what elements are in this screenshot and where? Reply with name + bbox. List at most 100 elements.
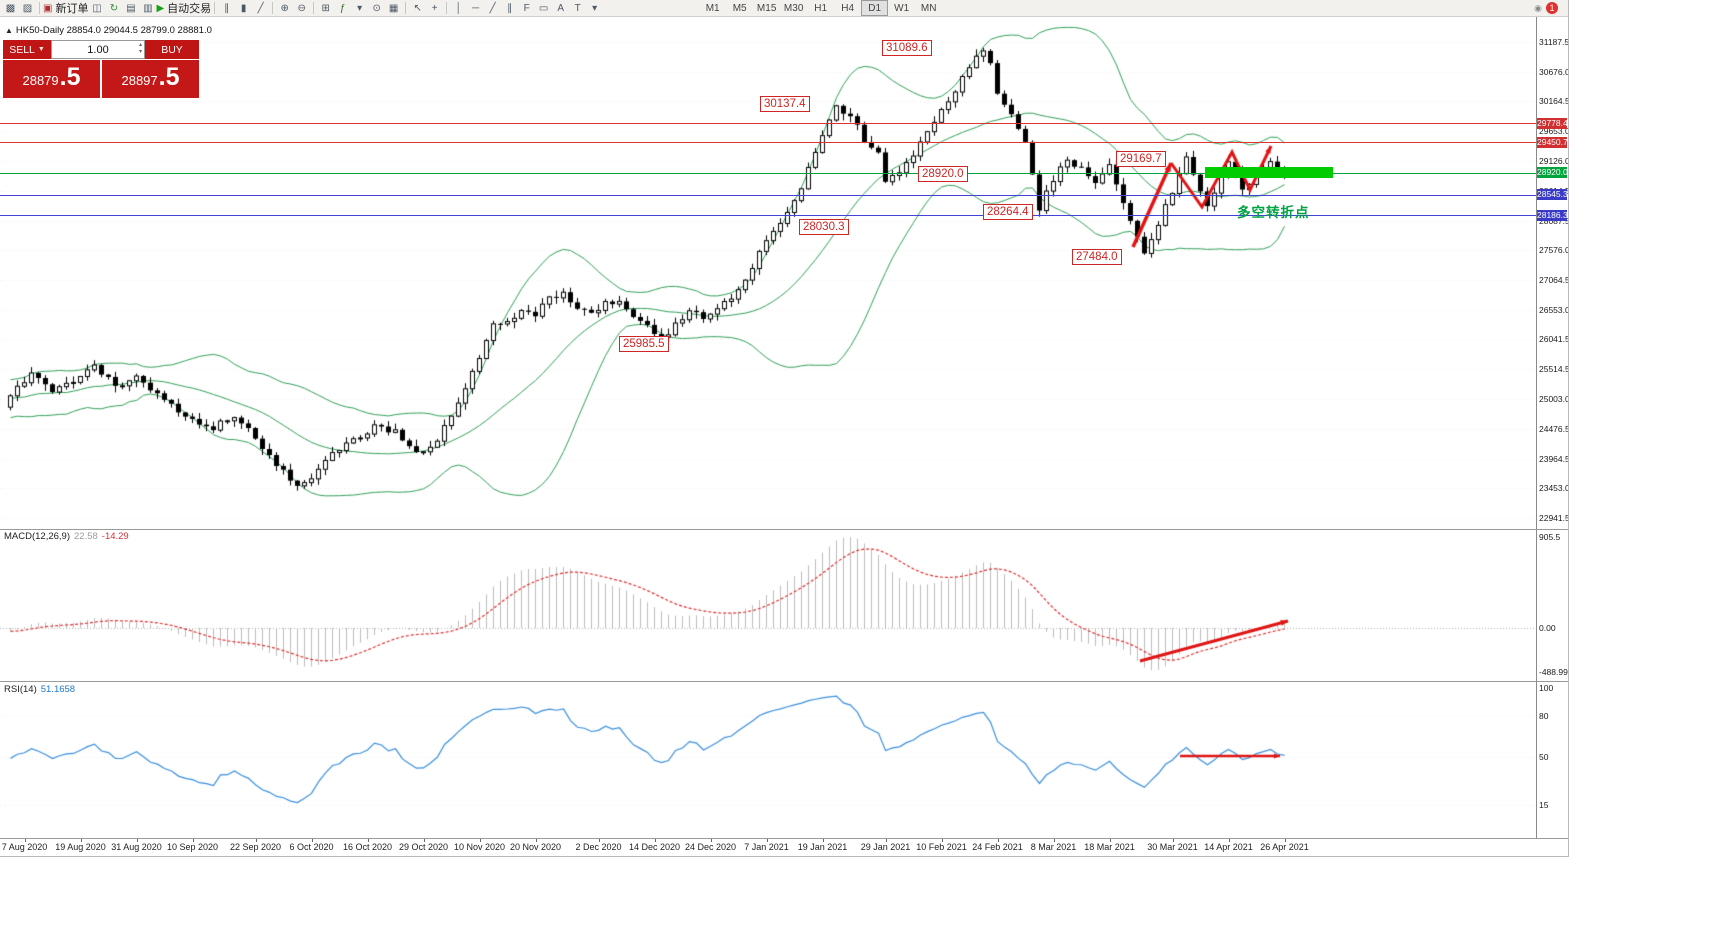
timeframe-mn[interactable]: MN — [920, 2, 937, 14]
candlestick-chart-icon[interactable]: ▮ — [235, 1, 252, 16]
date-axis-label: 31 Aug 2020 — [111, 842, 162, 852]
zoom-in-icon[interactable]: ⊕ — [276, 1, 293, 16]
date-tick — [655, 839, 656, 842]
date-tick — [886, 839, 887, 842]
data-window-icon[interactable]: ▥ — [139, 1, 156, 16]
bar-chart-icon[interactable]: ∥ — [218, 1, 235, 16]
indicators-icon[interactable]: ƒ — [334, 1, 351, 16]
price-line[interactable] — [0, 173, 1536, 174]
periods-dropdown[interactable]: ⊙ — [368, 1, 385, 16]
date-axis-label: 14 Dec 2020 — [628, 842, 681, 852]
price-axis-label: 30164.5 — [1539, 96, 1569, 107]
indicators-dropdown[interactable]: ▾ — [351, 1, 368, 16]
profiles-icon[interactable]: ▨ — [19, 1, 36, 16]
trendline-icon-glyph: ╱ — [489, 2, 496, 14]
price-line[interactable] — [0, 142, 1536, 143]
rsi-axis-label: 15 — [1539, 800, 1549, 811]
price-callout-label[interactable]: 31089.6 — [882, 40, 932, 56]
chart-window-icon[interactable]: ◫ — [88, 1, 105, 16]
price-callout-label[interactable]: 28920.0 — [918, 166, 968, 182]
timeframe-m5[interactable]: M5 — [732, 2, 747, 14]
arrows-dropdown[interactable]: ▾ — [586, 1, 603, 16]
date-axis-label: 24 Dec 2020 — [684, 842, 737, 852]
text-icon[interactable]: A — [552, 1, 569, 16]
time-scale[interactable]: 7 Aug 2020 19 Aug 2020 31 Aug 2020 10 Sep 2… — [0, 839, 1536, 855]
bar-chart-icon-glyph: ∥ — [224, 2, 230, 14]
price-callout-label[interactable]: 29169.7 — [1116, 151, 1166, 167]
sell-button[interactable]: SELL ▼ — [3, 40, 51, 59]
horizontal-line-icon[interactable]: ─ — [467, 1, 484, 16]
sell-button-label: SELL — [9, 43, 35, 56]
macd-axis-label: 905.5 — [1539, 532, 1561, 542]
zoom-out-icon-glyph: ⊖ — [297, 2, 306, 14]
price-callout-label[interactable]: 28264.4 — [983, 204, 1033, 220]
tile-windows-icon[interactable]: ⊞ — [317, 1, 334, 16]
price-line[interactable] — [0, 215, 1536, 216]
price-callout-label[interactable]: 30137.4 — [760, 96, 810, 112]
lot-size-input[interactable]: 1.00 ▴ ▾ — [51, 40, 145, 59]
cursor-icon[interactable]: ↖ — [409, 1, 426, 16]
autotrade-button-glyph: ▶ — [156, 2, 165, 14]
new-chart-icon[interactable]: ▩ — [2, 1, 19, 16]
lot-decrease-button[interactable]: ▾ — [138, 49, 142, 55]
chart-window-icon-glyph: ◫ — [92, 2, 102, 14]
fibonacci-icon[interactable]: F — [518, 1, 535, 16]
collapse-panel-icon[interactable]: ▲ — [5, 26, 13, 35]
lot-increase-button[interactable]: ▴ — [138, 42, 142, 48]
crosshair-icon[interactable]: + — [426, 1, 443, 16]
timeframe-h4[interactable]: H4 — [841, 2, 855, 14]
sell-price[interactable]: 28879.5 — [3, 60, 100, 98]
buy-price[interactable]: 28897.5 — [102, 60, 199, 98]
pane-divider[interactable] — [0, 529, 1568, 530]
market-watch-icon[interactable]: ▤ — [122, 1, 139, 16]
date-tick — [81, 839, 82, 842]
price-scale[interactable] — [1536, 17, 1568, 838]
autotrade-button[interactable]: ▶ 自动交易 — [156, 1, 211, 16]
chart-canvas[interactable] — [0, 0, 1568, 856]
price-callout-label[interactable]: 27484.0 — [1072, 249, 1122, 265]
date-tick — [368, 839, 369, 842]
timeframe-m30[interactable]: M30 — [783, 2, 804, 14]
timeframe-h1[interactable]: H1 — [814, 2, 828, 14]
turning-point-label[interactable]: 多空转折点 — [1237, 205, 1310, 220]
price-line[interactable] — [0, 195, 1536, 196]
market-watch-icon-glyph: ▤ — [126, 2, 136, 14]
timeframe-w1[interactable]: W1 — [894, 2, 910, 14]
support-zone-rectangle[interactable] — [1205, 167, 1333, 178]
date-tick — [1229, 839, 1230, 842]
new-order-button[interactable]: ▣ 新订单 — [43, 1, 88, 16]
cursor-icon-glyph: ↖ — [413, 2, 422, 14]
price-line[interactable] — [0, 123, 1536, 124]
line-chart-icon[interactable]: ╱ — [252, 1, 269, 16]
channel-icon[interactable]: ∥ — [501, 1, 518, 16]
date-tick — [1285, 839, 1286, 842]
rsi-axis-label: 100 — [1539, 683, 1554, 693]
date-tick — [137, 839, 138, 842]
pane-divider[interactable] — [0, 681, 1568, 682]
date-axis-label: 30 Mar 2021 — [1147, 842, 1198, 852]
price-callout-label[interactable]: 25985.5 — [619, 336, 669, 352]
price-callout-label[interactable]: 28030.3 — [799, 219, 849, 235]
timeframe-m15[interactable]: M15 — [756, 2, 777, 14]
timeframe-d1[interactable]: D1 — [861, 0, 889, 16]
templates-icon[interactable]: ▦ — [385, 1, 402, 16]
refresh-icon[interactable]: ↻ — [105, 1, 122, 16]
price-line-badge: 29450.7 — [1537, 137, 1568, 148]
alerts-icon[interactable]: ◉ — [1534, 3, 1542, 13]
shapes-icon[interactable]: ▭ — [535, 1, 552, 16]
date-tick — [823, 839, 824, 842]
macd-signal-value: -14.29 — [101, 531, 129, 542]
refresh-icon-glyph: ↻ — [109, 2, 119, 14]
trendline-icon[interactable]: ╱ — [484, 1, 501, 16]
vertical-line-icon-glyph: │ — [455, 2, 462, 14]
candlestick-chart-icon-glyph: ▮ — [240, 2, 247, 14]
text-label-icon[interactable]: T — [569, 1, 586, 16]
notifications-badge[interactable]: 1 — [1546, 2, 1558, 14]
price-axis-label: 25003.0 — [1539, 394, 1569, 404]
timeframe-m1[interactable]: M1 — [705, 2, 720, 14]
vertical-line-icon[interactable]: │ — [450, 1, 467, 16]
date-axis-label: 29 Jan 2021 — [860, 842, 911, 852]
toolbar-separator — [214, 2, 216, 14]
zoom-out-icon[interactable]: ⊖ — [293, 1, 310, 16]
buy-button[interactable]: BUY — [145, 40, 199, 59]
